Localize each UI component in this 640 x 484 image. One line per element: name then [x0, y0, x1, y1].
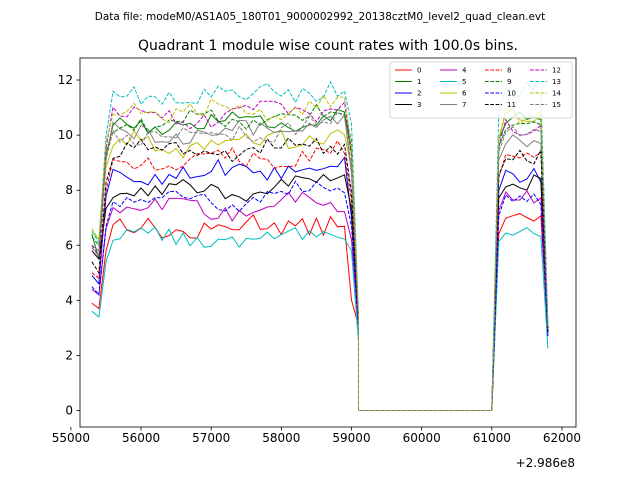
x-tick-label-56000: 56000 [122, 431, 160, 445]
legend-label-0: 0 [417, 67, 421, 75]
x-tick-label-57000: 57000 [192, 431, 230, 445]
y-tick-label-6: 6 [65, 238, 73, 252]
y-tick-label-8: 8 [65, 183, 73, 197]
series-line-15 [91, 111, 549, 411]
legend-label-11: 11 [507, 101, 516, 109]
legend-label-6: 6 [462, 90, 467, 98]
legend-label-15: 15 [552, 101, 561, 109]
legend-label-13: 13 [552, 78, 561, 86]
y-tick-label-0: 0 [65, 403, 73, 417]
y-tick-label-2: 2 [65, 348, 73, 362]
legend-label-2: 2 [417, 90, 421, 98]
y-tick-label-4: 4 [65, 293, 73, 307]
legend-label-14: 14 [552, 90, 561, 98]
legend-label-5: 5 [462, 78, 466, 86]
figure-suptitle: Data file: modeM0/AS1A05_180T01_90000029… [95, 11, 546, 23]
legend-label-1: 1 [417, 78, 421, 86]
x-tick-label-60000: 60000 [403, 431, 441, 445]
x-tick-label-58000: 58000 [262, 431, 300, 445]
plot-area [91, 80, 549, 411]
legend-label-4: 4 [462, 67, 467, 75]
y-tick-label-10: 10 [58, 128, 73, 142]
x-offset-label: +2.986e8 [516, 456, 575, 470]
legend-label-8: 8 [507, 67, 511, 75]
chart-title: Quadrant 1 module wise count rates with … [138, 38, 518, 54]
legend-label-7: 7 [462, 101, 466, 109]
legend-box [389, 61, 573, 119]
y-tick-label-12: 12 [58, 73, 73, 87]
axes-frame [79, 57, 577, 428]
legend-label-3: 3 [417, 101, 421, 109]
x-tick-label-59000: 59000 [332, 431, 370, 445]
x-tick-label-61000: 61000 [473, 431, 511, 445]
axes: 55000 56000 57000 58000 59000 60000 61000 62000… [52, 57, 581, 445]
legend-label-9: 9 [507, 78, 511, 86]
legend-label-10: 10 [507, 90, 516, 98]
x-tick-label-55000: 55000 [52, 431, 90, 445]
legend-label-12: 12 [552, 67, 561, 75]
x-tick-label-62000: 62000 [543, 431, 581, 445]
